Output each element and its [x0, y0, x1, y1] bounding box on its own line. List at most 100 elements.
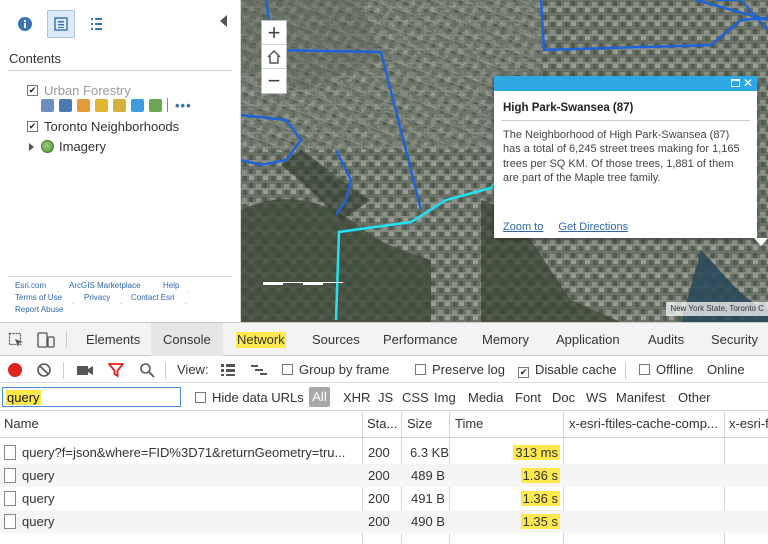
layer-checkbox[interactable]: ✔: [27, 121, 38, 132]
preserve-log-checkbox[interactable]: [415, 364, 426, 375]
capture-screenshots-icon[interactable]: [76, 363, 94, 380]
request-size: 489 B: [411, 468, 445, 483]
expand-arrow-icon[interactable]: [29, 142, 34, 151]
map-view[interactable]: + − New York State, Toronto C ✕ High Par…: [241, 0, 768, 322]
home-button[interactable]: [262, 45, 286, 69]
type-filter-ws[interactable]: WS: [586, 390, 607, 405]
attribute-table-icon[interactable]: [41, 98, 54, 112]
type-filter-xhr[interactable]: XHR: [343, 390, 371, 405]
filter-input-value: query: [6, 390, 41, 405]
footer-link-marketplace[interactable]: ArcGIS Marketplace: [69, 281, 141, 290]
layer-toronto-neighborhoods[interactable]: ✔ Toronto Neighborhoods: [27, 119, 179, 134]
basemap-globe-icon: [41, 140, 54, 153]
layer-urban-forestry[interactable]: ✔ Urban Forestry: [27, 83, 131, 98]
zoom-to-link[interactable]: Zoom to: [503, 221, 544, 233]
table-icon[interactable]: [59, 98, 72, 112]
layer-checkbox[interactable]: ✔: [27, 85, 38, 96]
footer-link-help[interactable]: Help: [163, 281, 180, 290]
tab-performance[interactable]: Performance: [383, 332, 458, 347]
overview-icon[interactable]: [250, 363, 268, 380]
group-by-frame-toggle[interactable]: Group by frame: [282, 362, 389, 377]
feature-popup: ✕ High Park-Swansea (87) The Neighborhoo…: [494, 76, 757, 238]
tab-application[interactable]: Application: [556, 332, 620, 347]
record-icon[interactable]: [8, 363, 22, 377]
type-filter-js[interactable]: JS: [378, 390, 394, 405]
tab-memory[interactable]: Memory: [482, 332, 529, 347]
view-label: View:: [177, 362, 209, 377]
zoom-in-button[interactable]: +: [262, 21, 286, 45]
disable-cache-checkbox[interactable]: ✔: [518, 367, 529, 378]
get-directions-link[interactable]: Get Directions: [558, 221, 629, 233]
type-filter-all[interactable]: All: [309, 387, 330, 407]
footer-link-terms[interactable]: Terms of Use: [15, 293, 63, 302]
tab-audits[interactable]: Audits: [648, 332, 685, 347]
request-time: 1.36 s: [520, 468, 560, 483]
tab-sources[interactable]: Sources: [312, 332, 360, 347]
offline-checkbox[interactable]: [639, 364, 650, 375]
footer-link-esri[interactable]: Esri.com: [15, 281, 47, 290]
disable-cache-toggle[interactable]: ✔ Disable cache: [518, 362, 617, 378]
footer-link-report-abuse[interactable]: Report Abuse: [15, 305, 64, 314]
hide-data-urls-label: Hide data URLs: [212, 390, 304, 405]
network-row[interactable]: query 200 491 B 1.36 s: [0, 487, 768, 510]
request-status: 200: [368, 491, 390, 506]
type-filter-font[interactable]: Font: [515, 390, 542, 405]
hide-data-urls-checkbox[interactable]: [195, 392, 206, 403]
clear-icon[interactable]: [36, 362, 52, 381]
layer-label: Imagery: [59, 139, 106, 154]
footer-link-privacy[interactable]: Privacy: [84, 293, 111, 302]
column-header-time[interactable]: Time: [455, 416, 484, 431]
type-filter-other[interactable]: Other: [678, 390, 711, 405]
zoom-out-button[interactable]: −: [267, 68, 281, 93]
footer-separator: .: [120, 297, 123, 306]
change-style-icon[interactable]: [77, 98, 90, 112]
footer-link-contact[interactable]: Contact Esri: [131, 293, 175, 302]
details-tab[interactable]: [11, 10, 39, 38]
large-rows-icon[interactable]: [220, 363, 236, 380]
perform-analysis-icon[interactable]: [113, 98, 126, 112]
show-labels-icon[interactable]: [149, 98, 162, 112]
offline-toggle[interactable]: Offline: [639, 362, 693, 377]
zoom-to-layer-icon[interactable]: [131, 98, 144, 112]
legend-tab[interactable]: [82, 10, 110, 38]
column-header-status[interactable]: Sta...: [367, 416, 398, 431]
type-filter-img[interactable]: Img: [434, 390, 456, 405]
filter-input[interactable]: query: [2, 387, 181, 407]
column-header-cache[interactable]: x-esri-ftiles-cache-comp...: [569, 416, 718, 431]
tab-network[interactable]: Network: [236, 332, 286, 348]
popup-body: The Neighborhood of High Park-Swansea (8…: [503, 129, 740, 184]
devtools-tab-bar: Elements Console Network Sources Perform…: [0, 323, 768, 356]
tab-security[interactable]: Security: [711, 332, 758, 347]
column-header-extra[interactable]: x-esri-f: [729, 416, 768, 431]
maximize-icon[interactable]: [731, 79, 740, 87]
type-filter-css[interactable]: CSS: [402, 390, 429, 405]
column-header-name[interactable]: Name: [4, 416, 39, 431]
group-by-frame-checkbox[interactable]: [282, 364, 293, 375]
network-row[interactable]: query 200 489 B 1.36 s: [0, 464, 768, 487]
filter-icon[interactable]: [95, 98, 108, 112]
close-icon[interactable]: ✕: [742, 76, 753, 90]
column-header-size[interactable]: Size: [407, 416, 433, 431]
more-options-icon[interactable]: •••: [175, 97, 192, 113]
collapse-panel-icon[interactable]: [220, 15, 227, 27]
content-tab[interactable]: [47, 10, 75, 38]
preserve-log-toggle[interactable]: Preserve log: [415, 362, 505, 377]
request-size: 6.3 KB: [410, 445, 450, 460]
filter-icon[interactable]: [107, 362, 125, 381]
type-filter-media[interactable]: Media: [468, 390, 504, 405]
disable-cache-label: Disable cache: [535, 362, 617, 377]
type-filter-manifest[interactable]: Manifest: [616, 390, 666, 405]
tab-console[interactable]: Console: [151, 323, 223, 356]
popup-divider: [501, 120, 750, 121]
inspect-element-icon[interactable]: [8, 332, 24, 353]
hide-data-urls-toggle[interactable]: Hide data URLs: [195, 390, 304, 405]
search-icon[interactable]: [139, 362, 155, 381]
throttling-select[interactable]: Online: [707, 362, 745, 377]
footer-separator: .: [185, 297, 188, 306]
network-row[interactable]: query 200 490 B 1.35 s: [0, 510, 768, 533]
tab-elements[interactable]: Elements: [86, 332, 141, 347]
network-row[interactable]: query?f=json&where=FID%3D71&returnGeomet…: [0, 441, 768, 464]
type-filter-doc[interactable]: Doc: [552, 390, 576, 405]
layer-imagery[interactable]: Imagery: [29, 139, 106, 154]
device-toolbar-icon[interactable]: [37, 332, 55, 353]
